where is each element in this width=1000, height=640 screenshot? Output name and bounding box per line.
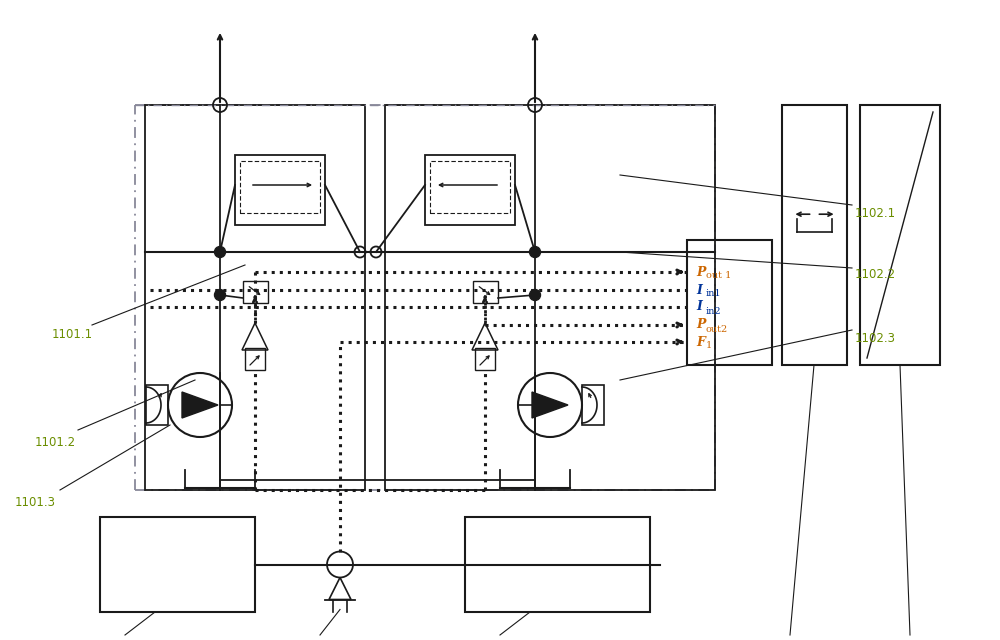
Text: 1102.1: 1102.1 xyxy=(855,207,896,220)
Circle shape xyxy=(530,246,540,257)
Bar xyxy=(145,105,365,490)
Bar xyxy=(235,155,325,225)
Bar xyxy=(475,348,495,370)
Bar xyxy=(465,517,650,612)
Bar xyxy=(240,161,320,213)
Bar xyxy=(100,517,255,612)
Bar xyxy=(385,105,715,490)
Polygon shape xyxy=(182,392,218,418)
Circle shape xyxy=(214,246,226,257)
Bar xyxy=(430,161,510,213)
Text: P: P xyxy=(696,266,705,278)
Text: I: I xyxy=(696,301,702,314)
Bar xyxy=(243,281,268,303)
Text: out2: out2 xyxy=(706,324,728,333)
Bar xyxy=(782,105,847,365)
Text: F: F xyxy=(696,335,705,349)
Text: 1102.2: 1102.2 xyxy=(855,269,896,282)
Circle shape xyxy=(214,289,226,301)
Bar xyxy=(860,105,940,365)
Bar xyxy=(473,281,498,303)
Text: 1101.3: 1101.3 xyxy=(15,495,56,509)
Text: out 1: out 1 xyxy=(706,271,731,280)
Polygon shape xyxy=(532,392,568,418)
Text: I: I xyxy=(696,284,702,296)
Bar xyxy=(582,385,604,425)
Circle shape xyxy=(530,289,540,301)
Text: 1: 1 xyxy=(706,342,712,351)
Text: 1102.3: 1102.3 xyxy=(855,332,896,344)
Text: in2: in2 xyxy=(706,307,722,316)
Text: in1: in1 xyxy=(706,289,722,298)
Bar xyxy=(425,155,515,225)
Bar xyxy=(245,348,265,370)
Bar xyxy=(687,240,772,365)
Text: P: P xyxy=(696,319,705,332)
Text: 1101.1: 1101.1 xyxy=(52,328,93,342)
Text: 1101.2: 1101.2 xyxy=(35,435,76,449)
Bar xyxy=(146,385,168,425)
